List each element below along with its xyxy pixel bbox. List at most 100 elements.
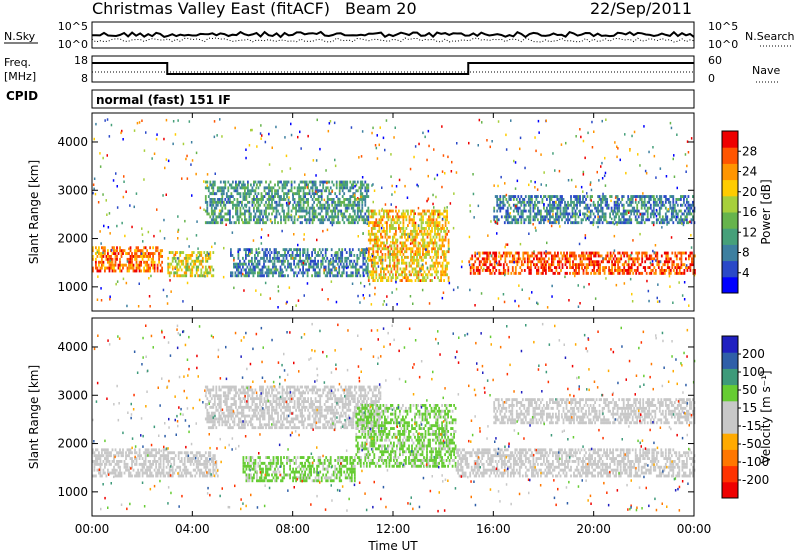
scatter-cell bbox=[559, 203, 562, 207]
scatter-cell bbox=[227, 195, 230, 198]
scatter-cell bbox=[546, 251, 549, 255]
scatter-cell bbox=[473, 216, 475, 219]
scatter-cell bbox=[504, 260, 507, 264]
scatter-cell bbox=[614, 141, 616, 144]
scatter-cell bbox=[615, 283, 618, 287]
scatter-cell bbox=[514, 260, 517, 264]
scatter-cell bbox=[258, 274, 261, 278]
scatter-cell bbox=[431, 273, 433, 277]
scatter-cell bbox=[590, 188, 593, 192]
scatter-cell bbox=[359, 192, 362, 196]
scatter-cell bbox=[351, 248, 354, 252]
scatter-cell bbox=[257, 251, 259, 254]
scatter-cell bbox=[252, 262, 255, 266]
scatter-cell bbox=[390, 247, 393, 251]
scatter-cell bbox=[190, 141, 193, 144]
scatter-cell bbox=[272, 274, 274, 278]
scatter-cell bbox=[261, 271, 264, 275]
scatter-cell bbox=[499, 271, 502, 275]
scatter-cell bbox=[299, 251, 301, 254]
scatter-cell bbox=[651, 209, 654, 213]
scatter-cell bbox=[505, 243, 507, 246]
scatter-cell bbox=[672, 221, 675, 225]
scatter-cell bbox=[365, 251, 368, 254]
scatter-cell bbox=[414, 238, 417, 242]
scatter-cell bbox=[635, 257, 638, 261]
scatter-cell bbox=[272, 198, 275, 201]
scatter-cell bbox=[213, 200, 216, 204]
scatter-cell bbox=[273, 256, 276, 260]
scatter-cell bbox=[123, 180, 125, 183]
scatter-cell bbox=[224, 203, 227, 207]
scatter-cell bbox=[128, 448, 130, 452]
scatter-cell bbox=[502, 206, 505, 210]
scatter-cell bbox=[579, 203, 581, 207]
scatter-cell bbox=[152, 460, 154, 463]
scatter-cell bbox=[612, 221, 614, 225]
power-ylabel: Slant Range [km] bbox=[27, 160, 41, 264]
scatter-cell bbox=[419, 279, 422, 282]
scatter-cell bbox=[425, 273, 427, 277]
scatter-cell bbox=[161, 269, 163, 273]
scatter-cell bbox=[143, 246, 145, 250]
scatter-cell bbox=[95, 474, 97, 478]
scatter-cell bbox=[615, 200, 617, 204]
scatter-cell bbox=[592, 203, 595, 207]
scatter-cell bbox=[590, 199, 592, 202]
scatter-cell bbox=[508, 251, 511, 255]
scatter-cell bbox=[664, 212, 667, 216]
scatter-cell bbox=[652, 203, 655, 207]
scatter-cell bbox=[336, 271, 339, 275]
scatter-cell bbox=[317, 271, 319, 275]
scatter-cell bbox=[288, 286, 291, 289]
scatter-cell bbox=[251, 259, 253, 263]
scatter-cell bbox=[407, 255, 409, 259]
scatter-cell bbox=[190, 163, 192, 166]
scatter-cell bbox=[392, 218, 394, 222]
scatter-cell bbox=[207, 254, 210, 257]
scatter-cell bbox=[320, 218, 323, 222]
scatter-cell bbox=[583, 212, 586, 216]
scatter-cell bbox=[419, 255, 421, 259]
scatter-cell bbox=[278, 203, 281, 207]
scatter-cell bbox=[552, 271, 555, 275]
scatter-cell bbox=[599, 269, 601, 272]
scatter-cell bbox=[540, 212, 542, 216]
scatter-cell bbox=[559, 198, 562, 201]
scatter-cell bbox=[592, 221, 595, 225]
scatter-cell bbox=[416, 264, 418, 268]
scatter-cell bbox=[330, 248, 333, 252]
scatter-cell bbox=[686, 198, 688, 201]
scatter-cell bbox=[312, 265, 315, 269]
scatter-cell bbox=[332, 198, 335, 201]
scatter-cell bbox=[524, 195, 527, 198]
scatter-cell bbox=[248, 206, 251, 210]
scatter-cell bbox=[543, 171, 545, 174]
scatter-cell bbox=[277, 289, 280, 293]
scatter-cell bbox=[363, 248, 366, 252]
scatter-cell bbox=[99, 465, 102, 469]
scatter-cell bbox=[244, 192, 246, 196]
scatter-cell bbox=[111, 246, 114, 250]
scatter-cell bbox=[152, 260, 154, 264]
scatter-cell bbox=[420, 269, 422, 272]
scatter-cell bbox=[444, 250, 446, 253]
scatter-cell bbox=[607, 206, 610, 210]
scatter-cell bbox=[110, 255, 112, 258]
scatter-cell bbox=[393, 253, 396, 256]
scatter-cell bbox=[428, 215, 430, 219]
scatter-cell bbox=[108, 471, 111, 475]
scatter-cell bbox=[675, 218, 677, 221]
scatter-cell bbox=[673, 215, 676, 219]
scatter-cell bbox=[413, 244, 415, 248]
scatter-cell bbox=[689, 266, 692, 269]
scatter-cell bbox=[681, 218, 684, 222]
scatter-cell bbox=[305, 200, 308, 204]
scatter-cell bbox=[224, 206, 227, 210]
scatter-cell bbox=[290, 215, 293, 219]
nsearch-line bbox=[91, 37, 695, 43]
scatter-cell bbox=[223, 246, 225, 250]
scatter-cell bbox=[380, 241, 382, 245]
scatter-cell bbox=[105, 199, 107, 202]
scatter-cell bbox=[185, 256, 188, 260]
